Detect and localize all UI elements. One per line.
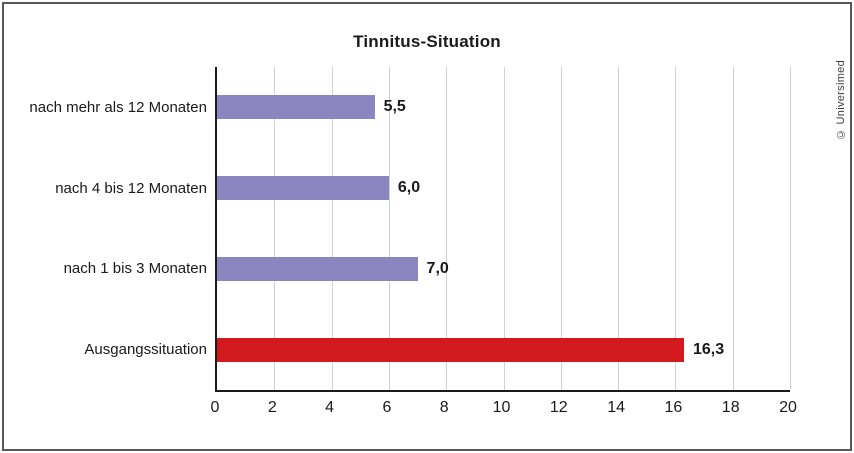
bar-value-label: 16,3 bbox=[692, 340, 725, 358]
gridline bbox=[675, 67, 677, 390]
category-labels: nach mehr als 12 Monaten nach 4 bis 12 Mo… bbox=[8, 67, 207, 390]
x-tick-label: 8 bbox=[439, 399, 449, 416]
gridline bbox=[446, 67, 448, 390]
x-tick-label: 12 bbox=[549, 399, 568, 416]
gridline bbox=[618, 67, 620, 390]
plot-area: 5,5 6,0 7,0 16,3 bbox=[215, 67, 791, 392]
x-tick-label: 16 bbox=[664, 399, 683, 416]
bar-value-label: 6,0 bbox=[397, 179, 421, 197]
bar-rows: 5,5 6,0 7,0 16,3 bbox=[217, 67, 790, 390]
gridline bbox=[790, 67, 791, 390]
gridline bbox=[331, 67, 333, 390]
bar-row: 5,5 bbox=[217, 67, 790, 148]
gridline bbox=[274, 67, 276, 390]
gridline bbox=[560, 67, 562, 390]
bar bbox=[217, 176, 389, 201]
bar-row: 7,0 bbox=[217, 229, 790, 310]
bar bbox=[217, 256, 418, 281]
x-tick-label: 2 bbox=[267, 399, 277, 416]
bar-row: 16,3 bbox=[217, 309, 790, 390]
category-label: nach mehr als 12 Monaten bbox=[29, 98, 207, 116]
credit-text: © Universimed bbox=[835, 60, 847, 141]
x-tick-label: 20 bbox=[779, 399, 797, 416]
bar bbox=[217, 337, 684, 362]
gridline bbox=[732, 67, 734, 390]
x-tick-label: 0 bbox=[210, 399, 220, 416]
gridline bbox=[503, 67, 505, 390]
gridline bbox=[388, 67, 390, 390]
x-tick-label: 18 bbox=[721, 399, 740, 416]
chart-title: Tinnitus-Situation bbox=[353, 32, 501, 51]
x-tick-label: 6 bbox=[382, 399, 392, 416]
bar-value-label: 7,0 bbox=[426, 259, 449, 277]
bar-value-label: 5,5 bbox=[383, 98, 406, 116]
category-label: nach 1 bis 3 Monaten bbox=[63, 260, 207, 278]
bar-row: 6,0 bbox=[217, 148, 790, 229]
category-label: Ausgangssituation bbox=[84, 341, 207, 359]
x-tick-label: 10 bbox=[492, 399, 511, 416]
x-tick-label: 4 bbox=[325, 399, 335, 416]
x-axis: 0 2 4 6 8 10 12 14 16 18 20 bbox=[211, 394, 797, 424]
bar bbox=[217, 95, 375, 120]
x-tick-label: 14 bbox=[607, 399, 625, 416]
category-label: nach 4 bis 12 Monaten bbox=[55, 179, 207, 197]
